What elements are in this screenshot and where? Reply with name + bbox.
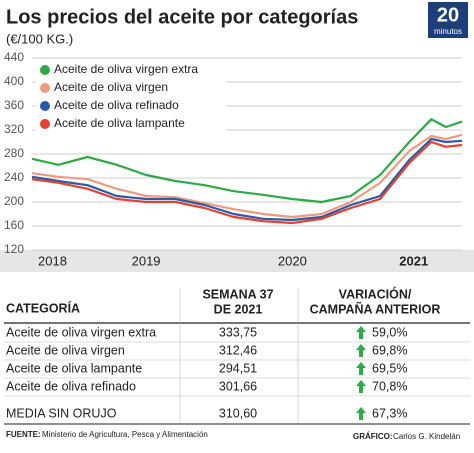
source-text: Ministerio de Agricultura, Pesca y Alime… (42, 430, 208, 439)
legend-label: Aceite de oliva virgen extra (54, 62, 198, 76)
up-arrow (356, 326, 366, 339)
table-category: MEDIA SIN ORUJO (6, 406, 117, 420)
y-tick-label: 160 (4, 218, 24, 232)
y-tick-label: 200 (4, 194, 24, 208)
x-axis-band (0, 250, 474, 272)
table-header: CATEGORÍA (6, 300, 80, 315)
table-value: 294,51 (219, 361, 257, 375)
table-variation: 69,8% (372, 343, 407, 357)
logo-word: minutos (434, 27, 462, 36)
y-tick-label: 120 (4, 242, 24, 256)
logo-box (428, 2, 468, 38)
legend-label: Aceite de oliva refinado (54, 98, 179, 112)
x-tick-label: 2021 (399, 253, 428, 268)
legend-box (36, 61, 226, 135)
up-arrow (356, 380, 366, 393)
up-arrow (356, 362, 366, 375)
table-category: Aceite de oliva virgen (6, 343, 125, 357)
credit-label: GRÁFICO: (353, 432, 393, 441)
legend-marker (40, 83, 50, 93)
logo-number: 20 (437, 4, 459, 26)
legend-marker (40, 119, 50, 129)
y-tick-label: 240 (4, 170, 24, 184)
table-variation: 70,8% (372, 379, 407, 393)
table-variation: 59,0% (372, 325, 407, 339)
chart-subtitle: (€/100 KG.) (6, 31, 73, 46)
table-value: 310,60 (219, 406, 257, 420)
table-value: 312,46 (219, 343, 257, 357)
table-variation: 69,5% (372, 361, 407, 375)
legend-marker (40, 101, 50, 111)
legend-label: Aceite de oliva lampante (54, 116, 185, 130)
y-tick-label: 280 (4, 146, 24, 160)
table-value: 301,66 (219, 379, 257, 393)
source-label: FUENTE: (6, 430, 41, 439)
up-arrow (356, 407, 366, 420)
credit-text: Carlos G. Kindelán (393, 432, 460, 441)
table-category: Aceite de oliva refinado (6, 379, 136, 393)
series-line (31, 140, 463, 225)
legend-marker (40, 65, 50, 75)
table-category: Aceite de oliva virgen extra (6, 325, 156, 339)
table-value: 333,75 (219, 325, 257, 339)
table-header: SEMANA 37 (202, 287, 273, 301)
x-tick-label: 2019 (132, 253, 161, 268)
y-tick-label: 360 (4, 98, 24, 112)
series-line (31, 137, 463, 222)
table-header: CAMPAÑA ANTERIOR (310, 301, 441, 316)
table-category: Aceite de oliva lampante (6, 361, 142, 375)
series-line (31, 133, 463, 219)
x-tick-label: 2018 (38, 253, 67, 268)
y-tick-label: 400 (4, 74, 24, 88)
y-tick-label: 440 (4, 50, 24, 64)
table-header: VARIACIÓN/ (339, 286, 412, 301)
y-tick-label: 320 (4, 122, 24, 136)
chart-title: Los precios del aceite por categorías (6, 6, 358, 28)
up-arrow (356, 344, 366, 357)
series-line (31, 118, 463, 204)
table-header: DE 2021 (214, 302, 263, 316)
table-variation: 67,3% (372, 406, 407, 420)
x-tick-label: 2020 (278, 253, 307, 268)
legend-label: Aceite de oliva virgen (54, 80, 168, 94)
